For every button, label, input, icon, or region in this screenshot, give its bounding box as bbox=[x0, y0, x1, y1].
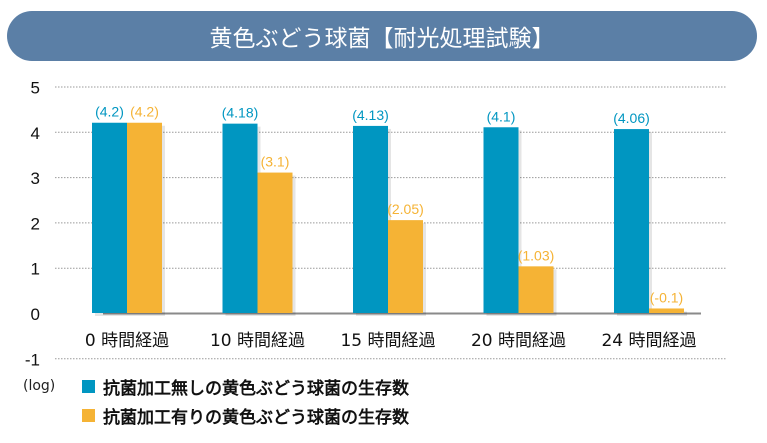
x-axis-ticks: 0 時間経過 10 時間経過 15 時間経過 20 時間経過 24 時間経過 bbox=[85, 331, 697, 351]
data-label: (4.1) bbox=[487, 108, 516, 124]
bars bbox=[92, 122, 687, 317]
x-tick-label: 24 時間経過 bbox=[601, 331, 696, 351]
data-labels: (4.2) (4.2) (4.18) (3.1) (4.13) (2.05) (4.1) (1… bbox=[95, 104, 683, 306]
y-tick-label: 5 bbox=[31, 79, 40, 98]
legend-swatch-orange bbox=[82, 409, 95, 422]
bar bbox=[127, 122, 162, 314]
y-tick-label: 3 bbox=[31, 169, 40, 188]
bar bbox=[483, 127, 519, 314]
chart-title: 黄色ぶどう球菌【耐光処理試験】 bbox=[209, 26, 555, 52]
bar bbox=[518, 266, 554, 313]
x-tick-label: 10 時間経過 bbox=[210, 331, 305, 351]
bar bbox=[257, 172, 293, 313]
bar-shadow bbox=[652, 311, 687, 316]
data-label: (-0.1) bbox=[650, 289, 683, 305]
bar bbox=[92, 122, 127, 314]
y-tick-label: 2 bbox=[31, 214, 40, 233]
legend-label: 抗菌加工無しの黄色ぶどう球菌の生存数 bbox=[103, 379, 409, 399]
legend-item-treated: 抗菌加工有りの黄色ぶどう球菌の生存数 bbox=[82, 403, 409, 428]
data-label: (3.1) bbox=[261, 154, 290, 170]
y-tick-label: 1 bbox=[31, 260, 40, 279]
x-tick-label: 0 時間経過 bbox=[85, 331, 169, 351]
data-label: (4.2) bbox=[95, 104, 124, 120]
y-axis-ticks: 5 4 3 2 1 0 -1 bbox=[25, 79, 40, 370]
data-label: (4.18) bbox=[222, 105, 259, 121]
data-label: (2.05) bbox=[387, 201, 424, 217]
data-label: (4.06) bbox=[613, 110, 650, 126]
data-label: (4.2) bbox=[130, 104, 159, 120]
x-tick-label: 15 時間経過 bbox=[340, 331, 435, 351]
y-tick-label: -1 bbox=[25, 350, 40, 369]
y-tick-label: 0 bbox=[31, 305, 40, 324]
y-tick-label: 4 bbox=[31, 124, 40, 143]
bar bbox=[353, 125, 388, 313]
data-label: (4.13) bbox=[352, 107, 389, 123]
chart-title-banner: 黄色ぶどう球菌【耐光処理試験】 bbox=[7, 11, 757, 61]
legend-swatch-blue bbox=[82, 380, 95, 393]
x-tick-label: 20 時間経過 bbox=[471, 331, 566, 351]
bar bbox=[649, 308, 684, 313]
data-label: (1.03) bbox=[518, 247, 555, 263]
y-axis-unit-label: (log) bbox=[23, 378, 56, 394]
legend-label: 抗菌加工有りの黄色ぶどう球菌の生存数 bbox=[103, 408, 409, 428]
bar bbox=[388, 220, 423, 313]
bar bbox=[614, 129, 649, 313]
legend-item-untreated: 抗菌加工無しの黄色ぶどう球菌の生存数 bbox=[82, 374, 409, 399]
bar bbox=[222, 123, 258, 314]
